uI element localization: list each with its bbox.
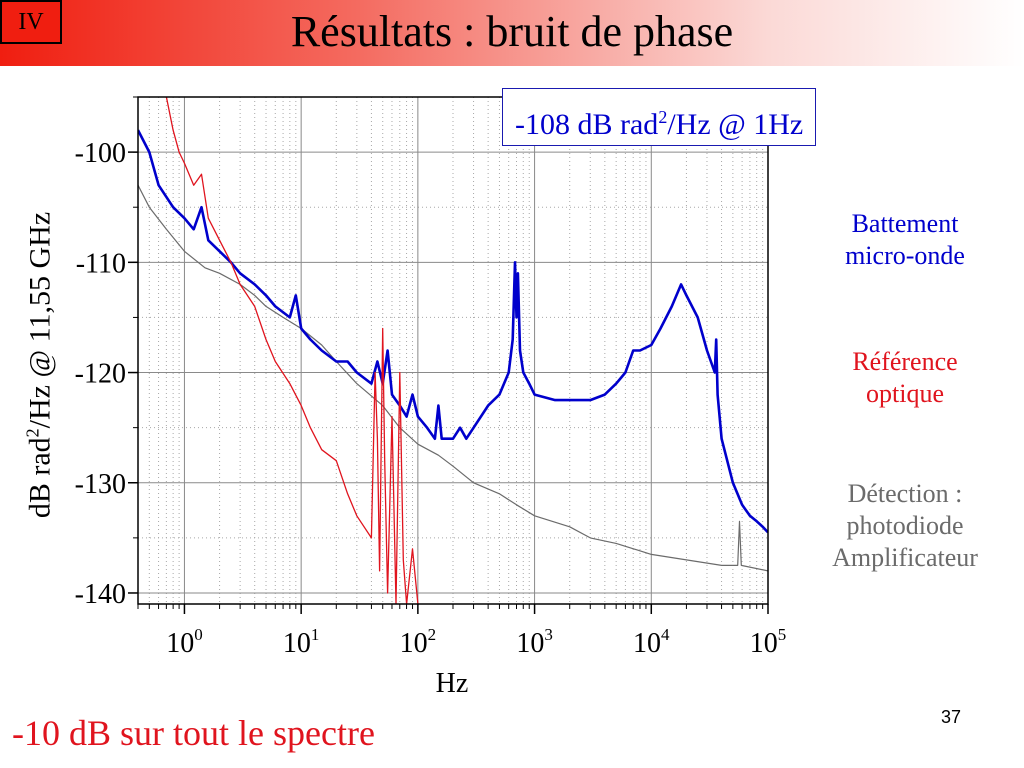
section-badge: IV [0, 0, 62, 44]
y-tick-label: -120 [75, 359, 126, 390]
series-line-0 [138, 184, 768, 572]
x-tick-exponent: 3 [544, 625, 553, 644]
legend-line: micro-onde [845, 241, 965, 270]
x-tick-label: 102 [400, 625, 437, 659]
legend-line: photodiode [846, 511, 964, 540]
legend-detection: Détection : photodiode Amplificateur [790, 478, 1020, 574]
x-tick-base: 10 [633, 628, 661, 659]
x-tick-label: 103 [516, 625, 553, 659]
page-number: 37 [941, 707, 962, 727]
phase-noise-annotation: -108 dB rad2/Hz @ 1Hz [502, 88, 817, 146]
chart-series [138, 97, 768, 604]
y-tick-label: -140 [75, 579, 126, 610]
series-line-2 [165, 97, 419, 604]
y-tick-label: -110 [76, 248, 126, 279]
x-tick-exponent: 0 [194, 625, 203, 644]
x-tick-base: 10 [750, 628, 778, 659]
legend-line: Référence [852, 347, 958, 376]
annotation-text-post: /Hz @ 1Hz [667, 108, 804, 141]
x-tick-base: 10 [283, 628, 311, 659]
annotation-text: -108 dB rad [515, 108, 659, 141]
y-tick-label: -130 [75, 469, 126, 500]
x-tick-base: 10 [400, 628, 428, 659]
x-tick-label: 105 [750, 625, 787, 659]
y-axis-label-sup: 2 [22, 428, 43, 438]
footer-conclusion: -10 dB sur tout le spectre [12, 713, 375, 753]
chart-axes: 100 101 102 103 104 105-100-110-120-130-140 [75, 96, 787, 659]
y-tick-label: -100 [75, 138, 126, 169]
annotation-sup: 2 [658, 107, 668, 127]
legend-line: Battement [851, 209, 959, 238]
x-tick-exponent: 1 [311, 625, 320, 644]
x-tick-exponent: 4 [661, 625, 670, 644]
x-tick-label: 101 [283, 625, 320, 659]
y-axis-label-pre: dB rad [23, 437, 57, 519]
chart-grid [137, 96, 769, 604]
legend-line: Amplificateur [832, 543, 978, 572]
header-bar [0, 0, 1024, 66]
x-tick-label: 100 [166, 625, 203, 659]
x-tick-exponent: 2 [428, 625, 437, 644]
x-tick-base: 10 [516, 628, 544, 659]
y-axis-label-post: /Hz @ 11,55 GHz [23, 211, 57, 429]
legend-line: Détection : [847, 479, 963, 508]
legend-microwave-beat: Battement micro-onde [790, 208, 1020, 272]
series-line-1 [138, 129, 768, 534]
legend-line: optique [866, 379, 944, 408]
legend-optical-reference: Référence optique [790, 346, 1020, 410]
y-axis-label: dB rad2/Hz @ 11,55 GHz [23, 212, 58, 518]
slide-title: Résultats : bruit de phase [290, 7, 734, 56]
x-tick-label: 104 [633, 625, 670, 659]
x-tick-exponent: 5 [778, 625, 787, 644]
x-tick-base: 10 [166, 628, 194, 659]
x-axis-label: Hz [435, 668, 469, 699]
